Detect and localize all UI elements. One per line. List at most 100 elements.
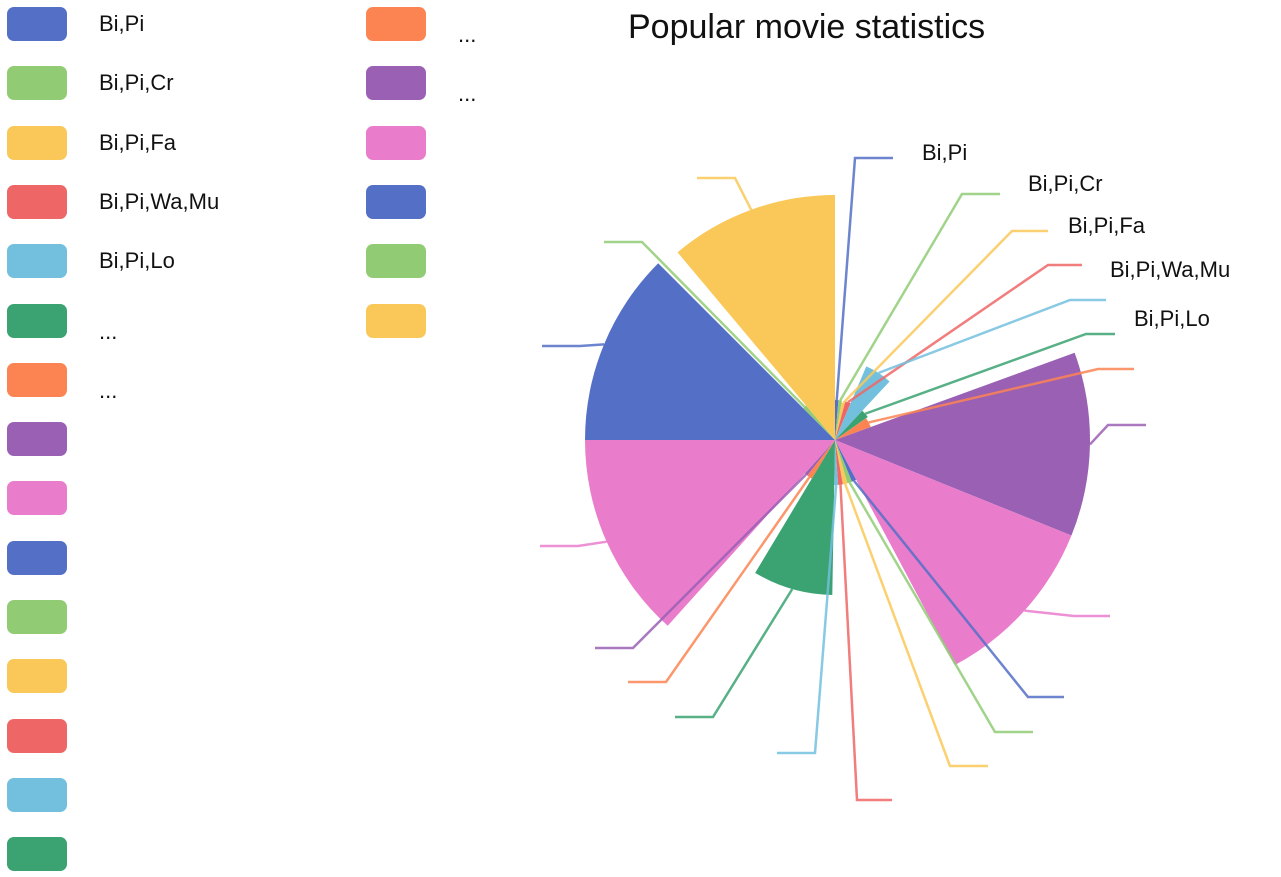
legend-item[interactable]: ... xyxy=(366,7,476,47)
legend-label: Bi,Pi,Wa,Mu xyxy=(99,188,220,214)
legend-label: Bi,Pi,Fa xyxy=(99,129,177,155)
leader-line xyxy=(839,192,1000,401)
legend-item[interactable]: Bi,Pi,Fa xyxy=(7,125,177,160)
legend-item[interactable] xyxy=(366,303,458,338)
leader-line xyxy=(843,483,988,768)
legend-item[interactable] xyxy=(7,422,99,457)
leader-line xyxy=(842,229,1048,404)
legend-swatch xyxy=(7,718,67,753)
legend-swatch xyxy=(7,600,67,634)
slice-label: Bi,Pi xyxy=(922,140,967,165)
leader-line xyxy=(697,176,753,211)
legend-label: ... xyxy=(458,81,477,107)
legend-swatch xyxy=(7,362,67,397)
legend-item[interactable] xyxy=(7,718,99,753)
legend-swatch xyxy=(7,7,67,41)
legend-item[interactable] xyxy=(7,777,99,812)
legend-swatch xyxy=(7,125,67,160)
leader-line xyxy=(540,540,607,548)
pie-slice[interactable] xyxy=(835,400,839,440)
pie-slice[interactable] xyxy=(803,405,835,440)
leader-line xyxy=(1024,609,1110,618)
pie-slice[interactable] xyxy=(835,418,871,440)
legend-label: Bi,Pi xyxy=(99,11,145,36)
legend-item[interactable] xyxy=(366,125,458,160)
pie-slice[interactable] xyxy=(835,440,843,485)
legend-item[interactable]: Bi,Pi,Lo xyxy=(7,244,175,279)
legend-item[interactable] xyxy=(7,481,99,516)
legend-swatch xyxy=(366,303,426,338)
slice-label: Bi,Pi,Fa xyxy=(1068,213,1146,238)
pie-slice[interactable] xyxy=(834,440,839,485)
legend-swatch xyxy=(7,659,67,694)
pie-slice[interactable] xyxy=(835,440,857,482)
legend-swatch xyxy=(366,244,426,279)
leader-line xyxy=(777,484,838,755)
pie-slice[interactable] xyxy=(835,410,868,440)
pie-slice[interactable] xyxy=(835,440,852,484)
leader-line xyxy=(835,156,893,401)
legend-swatch xyxy=(7,777,67,812)
legend-label: Bi,Pi,Cr xyxy=(99,70,174,96)
legend-item[interactable]: Bi,Pi,Cr xyxy=(7,66,174,101)
legend-label: ... xyxy=(458,22,477,47)
leader-line xyxy=(878,298,1106,375)
legend-swatch xyxy=(366,7,426,41)
legend-label: ... xyxy=(99,377,118,403)
slice-label: Bi,Pi,Cr xyxy=(1028,171,1103,196)
leader-line xyxy=(864,332,1115,415)
legend-label: ... xyxy=(99,318,118,344)
pie-slice[interactable] xyxy=(804,440,835,476)
pie-slice[interactable] xyxy=(835,352,1090,536)
legend-swatch xyxy=(7,540,67,575)
legend-label: Bi,Pi,Lo xyxy=(99,248,175,274)
legend-item[interactable]: ... xyxy=(7,303,117,344)
legend-swatch xyxy=(366,184,426,219)
legend-swatch xyxy=(7,244,67,279)
legend-item[interactable]: Bi,Pi,Wa,Mu xyxy=(7,184,220,219)
legend-swatch xyxy=(7,481,67,516)
leader-line xyxy=(868,367,1134,424)
legend-swatch xyxy=(366,125,426,160)
pie-slice[interactable] xyxy=(677,195,835,440)
pie-slice[interactable] xyxy=(835,366,890,440)
chart-title: Popular movie statistics xyxy=(628,8,986,46)
pie-slice[interactable] xyxy=(835,402,845,440)
leader-line xyxy=(848,481,1033,734)
legend-item[interactable] xyxy=(7,600,99,634)
legend-swatch xyxy=(366,66,426,101)
legend-item[interactable] xyxy=(7,659,99,694)
slice-label: Bi,Pi,Lo xyxy=(1134,306,1210,331)
legend-item[interactable] xyxy=(7,837,99,872)
pie-slice[interactable] xyxy=(807,440,835,479)
legend-item[interactable]: ... xyxy=(7,362,117,403)
pie-slice[interactable] xyxy=(835,440,848,485)
legend-item[interactable]: ... xyxy=(366,66,476,106)
pie-slice[interactable] xyxy=(835,440,1072,666)
pie-slice[interactable] xyxy=(585,440,835,626)
legend-swatch xyxy=(7,303,67,338)
pie-slice[interactable] xyxy=(585,263,835,440)
leader-line xyxy=(675,588,794,719)
legend-swatch xyxy=(7,66,67,101)
legend-item[interactable] xyxy=(366,184,458,219)
slice-label: Bi,Pi,Wa,Mu xyxy=(1110,257,1230,282)
leader-line xyxy=(847,263,1082,404)
pie-slice[interactable] xyxy=(755,440,835,595)
leader-line xyxy=(604,240,806,408)
pie-slice[interactable] xyxy=(835,400,842,440)
leader-line xyxy=(1089,423,1146,446)
legend-item[interactable] xyxy=(366,244,458,279)
legend-item[interactable] xyxy=(7,540,99,575)
leader-line xyxy=(628,476,811,684)
leader-line xyxy=(595,473,807,650)
legend-swatch xyxy=(7,184,67,219)
leader-line xyxy=(839,484,892,802)
legend-item[interactable]: Bi,Pi xyxy=(7,7,144,41)
leader-line xyxy=(542,343,605,348)
pie-slice[interactable] xyxy=(835,401,851,440)
legend-swatch xyxy=(7,422,67,457)
legend-swatch xyxy=(7,837,67,872)
leader-line xyxy=(853,480,1064,699)
